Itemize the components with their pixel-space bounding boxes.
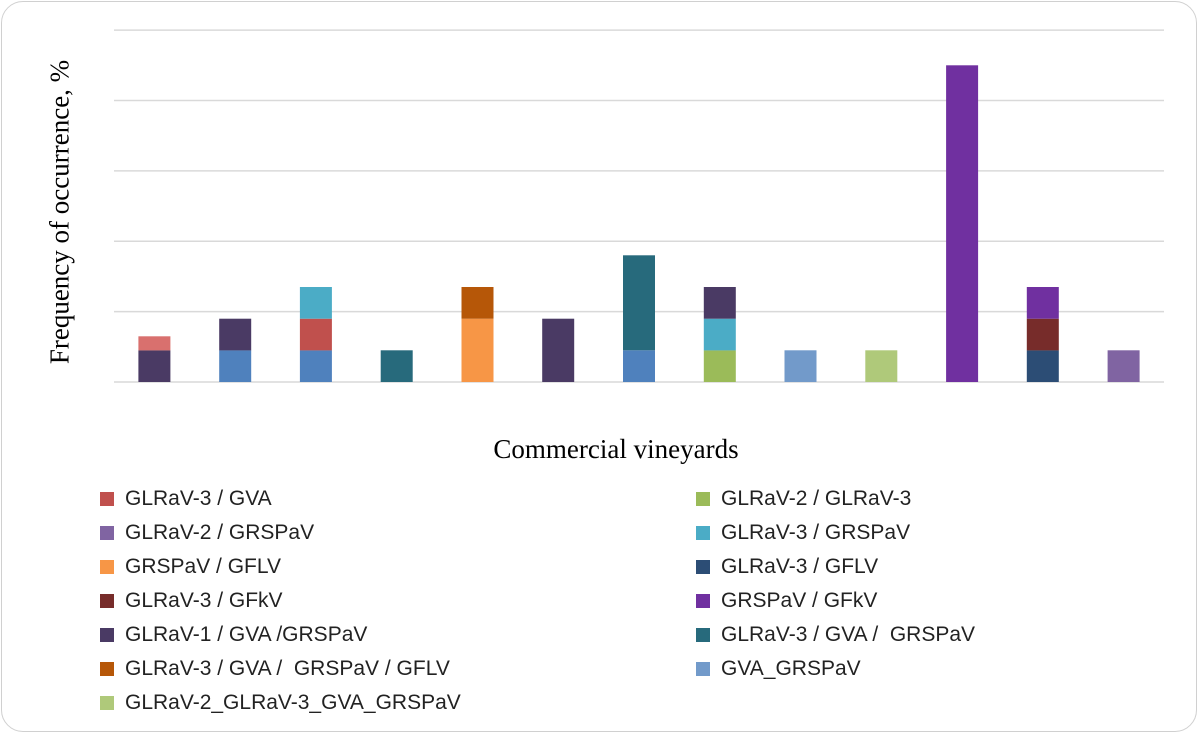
legend-swatch [696, 628, 710, 642]
legend-swatch [696, 526, 710, 540]
bar-segment [299, 350, 332, 382]
legend-swatch [100, 662, 114, 676]
legend-swatch [696, 492, 710, 506]
bar-segment [380, 350, 413, 382]
bar-segment [703, 287, 736, 319]
legend-item: GLRaV-3 / GRSPaV [696, 517, 1096, 549]
legend-swatch [696, 662, 710, 676]
legend-item: GLRaV-1 / GVA /GRSPaV [100, 619, 696, 651]
legend-label: GLRaV-3 / GFkV [125, 589, 283, 612]
legend-item: GLRaV-3 / GFLV [696, 551, 1096, 583]
x-axis-label: Commercial vineyards [493, 434, 739, 464]
legend-swatch [100, 492, 114, 506]
legend-label: GVA_GRSPaV [721, 657, 861, 680]
legend-item: GLRaV-2_GLRaV-3_GVA_GRSPaV [100, 687, 696, 719]
legend-swatch [696, 560, 710, 574]
y-axis-label: Frequency of occurrence, % [44, 59, 75, 365]
legend-swatch [100, 696, 114, 710]
legend-item: GLRaV-3 / GFkV [100, 585, 696, 617]
bar-segment [703, 350, 736, 382]
legend-label: GLRaV-2 / GRSPaV [125, 521, 315, 544]
legend-label: GLRaV-3 / GVA / GRSPaV / GFLV [125, 657, 450, 680]
legend-label: GLRaV-3 / GRSPaV [721, 521, 911, 544]
bar-segment [865, 350, 898, 382]
legend-swatch [100, 560, 114, 574]
legend-label: GLRaV-2 / GLRaV-3 [721, 487, 912, 510]
bar-segment [623, 255, 655, 351]
legend-swatch [100, 526, 114, 540]
legend-swatch [100, 594, 114, 608]
legend-item: GRSPaV / GFLV [100, 551, 696, 583]
bar-segment [461, 318, 494, 382]
legend-item: GLRaV-3 / GVA [100, 483, 696, 515]
bar-segment [946, 65, 979, 383]
bar-segment [623, 350, 655, 382]
bar-segment [1026, 318, 1059, 351]
legend-label: GLRaV-3 / GVA [125, 487, 272, 510]
bar-segment [219, 318, 252, 351]
legend-swatch [696, 594, 710, 608]
legend-label: GLRaV-3 / GVA / GRSPaV [721, 623, 976, 646]
bar-segment [542, 318, 575, 382]
legend-swatch [100, 628, 114, 642]
legend-label: GLRaV-3 / GFLV [721, 555, 879, 578]
legend-item: GLRaV-3 / GVA / GRSPaV [696, 619, 1096, 651]
bar-segment [299, 318, 332, 351]
bar-segment [219, 350, 252, 382]
bar-segment [1107, 350, 1140, 382]
bar-segment [461, 287, 494, 319]
bar-segment [784, 350, 817, 382]
legend-label: GLRaV-1 / GVA /GRSPaV [125, 623, 368, 646]
legend-item: GLRaV-2 / GRSPaV [100, 517, 696, 549]
bar-segment [138, 350, 171, 382]
legend-label: GRSPaV / GFLV [125, 555, 281, 578]
bar-segment [299, 287, 332, 319]
bar-segment [1026, 350, 1059, 382]
legend-item: GVA_GRSPaV [696, 653, 1096, 685]
legend-label: GRSPaV / GFkV [721, 589, 878, 612]
bar-segment [703, 318, 736, 351]
legend-label: GLRaV-2_GLRaV-3_GVA_GRSPaV [125, 691, 461, 714]
legend-item: GRSPaV / GFkV [696, 585, 1096, 617]
legend-item: GLRaV-3 / GVA / GRSPaV / GFLV [100, 653, 696, 685]
legend-item: GLRaV-2 / GLRaV-3 [696, 483, 1096, 515]
chart-legend: GLRaV-3 / GVA GLRaV-2 / GLRaV-3 GLRaV-2 / … [100, 483, 1100, 719]
bar-segment [138, 336, 171, 351]
bar-segment [1026, 287, 1059, 319]
